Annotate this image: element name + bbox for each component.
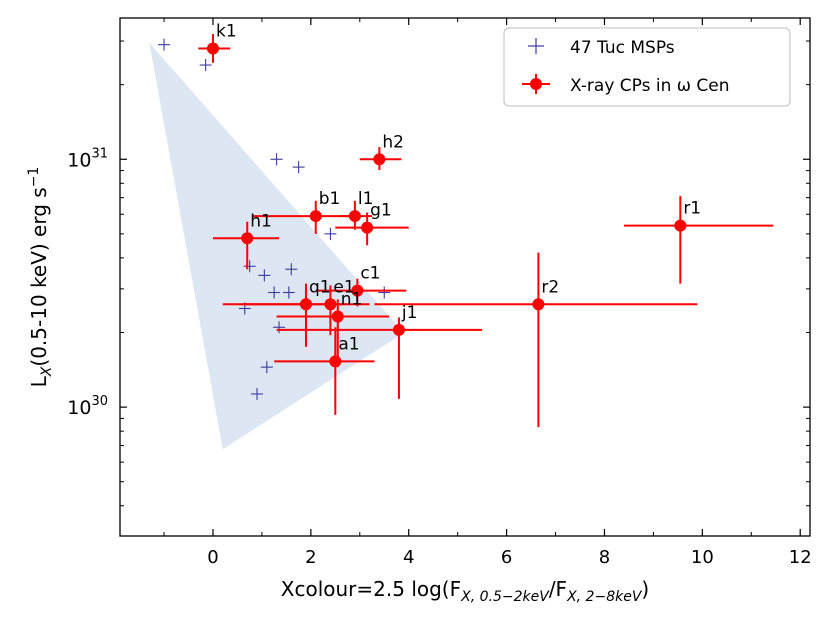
legend-cp-marker [522, 74, 550, 94]
msp-point [258, 269, 271, 282]
cp-dot-l1 [348, 210, 361, 223]
cp-point-r2: r2 [374, 252, 698, 428]
msp-point [273, 321, 286, 334]
cp-label-n1: n1 [341, 290, 363, 310]
x-tick-label: 6 [501, 547, 512, 568]
cp-dot-a1 [329, 355, 342, 368]
cp-label-q1: q1 [309, 277, 331, 297]
msp-point [243, 260, 256, 273]
msp-point [282, 286, 295, 299]
msp-point [285, 263, 298, 276]
cp-dot-e1 [324, 298, 337, 311]
cp-dot-r2 [532, 298, 545, 311]
cp-label-h1: h1 [250, 211, 272, 231]
x-tick-label: 0 [207, 547, 218, 568]
x-axis-ticks: 0 2 4 6 8 10 12 [163, 18, 812, 568]
cp-dot-g1 [361, 221, 374, 234]
msp-point [292, 161, 305, 174]
cp-point-k1: k1 [198, 21, 237, 63]
cp-dot-n1 [331, 310, 344, 323]
cp-label-c1: c1 [360, 264, 380, 284]
cp-dot-j1 [392, 323, 405, 336]
cp-label-k1: k1 [216, 21, 237, 41]
x-tick-label: 12 [789, 547, 812, 568]
msp-point [378, 286, 391, 299]
x-tick-label: 2 [305, 547, 316, 568]
cp-label-j1: j1 [401, 303, 418, 323]
cp-dot-c1 [351, 284, 364, 297]
cp-label-g1: g1 [370, 201, 392, 221]
cp-label-a1: a1 [338, 334, 359, 354]
y-axis-label: LX(0.5-10 keV) erg s−1 [26, 167, 55, 388]
x-tick-label: 10 [691, 547, 714, 568]
cp-point-a1: a1 [274, 327, 375, 415]
x-axis-label: Xcolour=2.5 log(FX, 0.5−2keV/FX, 2−8keV) [281, 577, 649, 605]
cp-dot-h2 [373, 153, 386, 166]
msp-markers [158, 38, 391, 400]
msp-point [270, 153, 283, 166]
cp-point-g1: g1 [335, 201, 409, 246]
msp-point [251, 387, 264, 400]
legend-label-cp: X-ray CPs in ω Cen [570, 76, 730, 96]
msp-point [158, 38, 171, 51]
plot-frame [119, 17, 811, 537]
msp-point [199, 59, 212, 72]
cp-point-b1: b1 [252, 189, 358, 234]
legend-label-msp: 47 Tuc MSPs [570, 38, 675, 58]
cp-dot-k1 [206, 42, 219, 55]
cp-label-b1: b1 [319, 189, 341, 209]
cp-dot-h1 [241, 232, 254, 245]
y-tick-label: 1030 [67, 394, 108, 419]
cp-label-l1: l1 [358, 189, 374, 209]
x-tick-label: 4 [403, 547, 414, 568]
cp-point-e1: e1 [242, 277, 370, 336]
msp-point [268, 286, 281, 299]
cp-point-h1: h1 [212, 211, 280, 270]
legend-box [503, 27, 791, 107]
msp-shaded-region [149, 42, 404, 450]
cp-dot-r1 [674, 219, 687, 232]
y-axis-ticks: 1030 1031 [67, 40, 810, 507]
cp-point-r1: r1 [624, 196, 774, 284]
legend: 47 Tuc MSPs X-ray CPs in ω Cen [503, 27, 791, 107]
cp-point-h2: h2 [359, 132, 404, 171]
cp-label-r1: r1 [683, 199, 701, 219]
cp-point-j1: j1 [276, 303, 483, 399]
msp-point [324, 227, 337, 240]
cp-label-h2: h2 [382, 132, 404, 152]
x-tick-label: 8 [599, 547, 610, 568]
cp-point-c1: c1 [315, 264, 407, 307]
cp-point-n1: n1 [276, 290, 390, 368]
y-tick-label: 1031 [67, 146, 108, 171]
msp-point [260, 361, 273, 374]
cp-label-e1: e1 [333, 277, 354, 297]
cp-dot-b1 [309, 210, 322, 223]
cp-label-r2: r2 [541, 277, 559, 297]
legend-msp-marker [528, 38, 544, 54]
